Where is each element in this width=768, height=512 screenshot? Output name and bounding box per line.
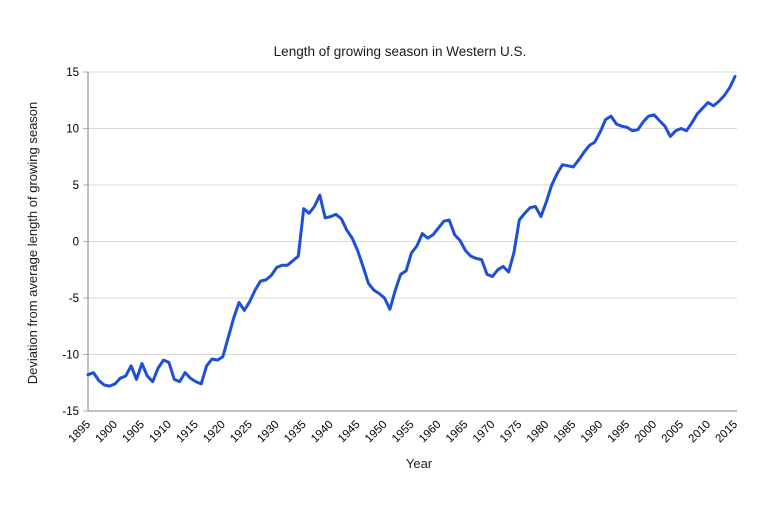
y-tick-label: 10 xyxy=(66,124,79,136)
growing-season-line xyxy=(86,75,737,388)
y-tick-label: 0 xyxy=(73,237,79,249)
chart-title: Length of growing season in Western U.S. xyxy=(274,44,527,59)
y-tick-label: -15 xyxy=(62,406,79,418)
x-tick-label: 1960 xyxy=(417,419,444,446)
x-tick-label: 1950 xyxy=(363,419,390,446)
x-tick-label: 1990 xyxy=(579,419,606,446)
gridlines xyxy=(88,71,737,355)
x-tick-label: 1975 xyxy=(498,419,525,446)
y-tick-label: 15 xyxy=(66,67,79,79)
x-tick-label: 2015 xyxy=(714,419,741,446)
x-tick-label: 1910 xyxy=(147,419,174,446)
x-tick-label: 1905 xyxy=(120,419,147,446)
x-axis-title: Year xyxy=(406,456,433,471)
x-tick-label: 1995 xyxy=(606,419,633,446)
x-tick-label: 1935 xyxy=(282,419,309,446)
x-tick-label: 2010 xyxy=(687,419,714,446)
data-series xyxy=(86,75,737,388)
y-tick-label: -10 xyxy=(62,350,79,362)
y-axis-title: Deviation from average length of growing… xyxy=(25,102,40,385)
x-tick-label: 1925 xyxy=(228,419,255,446)
x-tick-label: 2005 xyxy=(660,419,687,446)
x-tick-label: 1930 xyxy=(255,419,282,446)
x-tick-label: 1955 xyxy=(390,419,417,446)
x-tick-label: 1895 xyxy=(67,419,94,446)
y-tick-label: 5 xyxy=(73,180,79,192)
x-tick-label: 1900 xyxy=(93,419,120,446)
x-tick-label: 1915 xyxy=(174,419,201,446)
x-tick-label: 1945 xyxy=(336,419,363,446)
x-tick-label: 2000 xyxy=(633,419,660,446)
x-tick-label: 1965 xyxy=(444,419,471,446)
y-tick-label: -5 xyxy=(69,293,79,305)
x-tick-label: 1970 xyxy=(471,419,498,446)
axes xyxy=(83,71,737,412)
x-tick-label: 1985 xyxy=(552,419,579,446)
x-tick-label: 1980 xyxy=(525,419,552,446)
x-tick-label: 1940 xyxy=(309,419,336,446)
x-tick-label: 1920 xyxy=(201,419,228,446)
